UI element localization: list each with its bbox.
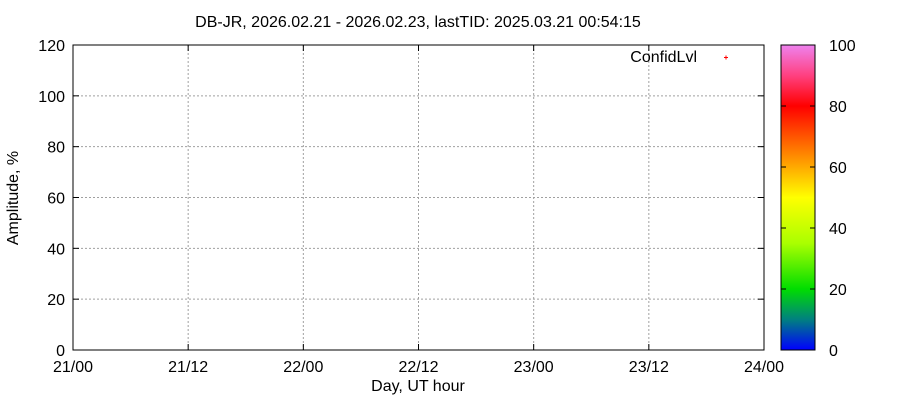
- y-tick-label: 0: [56, 343, 65, 360]
- colorbar-tick-label: 80: [829, 99, 847, 116]
- x-tick-label: 24/00: [744, 359, 784, 376]
- x-tick-label: 22/00: [283, 359, 323, 376]
- y-tick-label: 40: [47, 241, 65, 258]
- y-axis-label: Amplitude, %: [5, 151, 22, 245]
- x-tick-label: 23/00: [514, 359, 554, 376]
- colorbar-tick-label: 60: [829, 160, 847, 177]
- colorbar-tick-label: 40: [829, 221, 847, 238]
- colorbar-tick-label: 20: [829, 282, 847, 299]
- colorbar-tick-label: 0: [829, 343, 838, 360]
- legend-marker: [724, 55, 728, 60]
- x-tick-label: 21/12: [168, 359, 208, 376]
- x-axis-label: Day, UT hour: [371, 378, 465, 395]
- colorbar-tick-label: 100: [829, 38, 856, 55]
- y-tick-label: 100: [38, 89, 65, 106]
- y-tick-label: 60: [47, 191, 65, 208]
- x-tick-label: 23/12: [629, 359, 669, 376]
- legend-label: ConfidLvl: [630, 49, 697, 66]
- y-tick-label: 80: [47, 140, 65, 157]
- colorbar: [780, 44, 816, 351]
- x-tick-label: 22/12: [398, 359, 438, 376]
- chart-title: DB-JR, 2026.02.21 - 2026.02.23, lastTID:…: [195, 14, 641, 31]
- x-tick-label: 21/00: [53, 359, 93, 376]
- y-tick-label: 20: [47, 292, 65, 309]
- plot-frame: [72, 44, 765, 351]
- y-tick-label: 120: [38, 38, 65, 55]
